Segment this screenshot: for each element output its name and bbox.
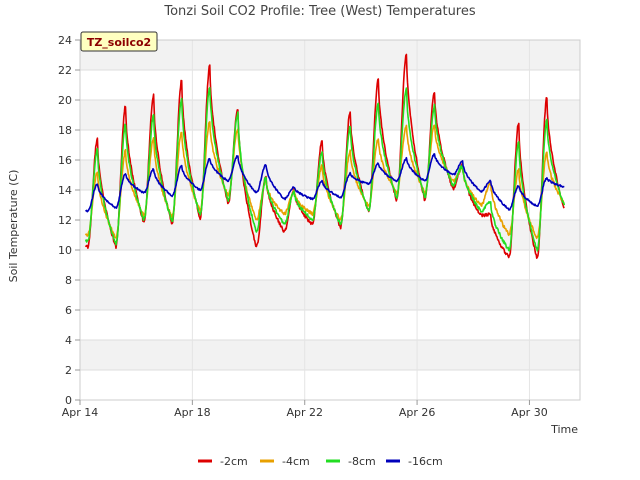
legend-label: -16cm bbox=[408, 455, 443, 468]
station-badge-box bbox=[80, 31, 158, 52]
background-band bbox=[80, 280, 580, 310]
background-band bbox=[80, 130, 580, 160]
y-axis-title: Soil Temperature (C) bbox=[7, 170, 20, 283]
background-band bbox=[80, 370, 580, 400]
x-axis-ticks: Apr 14 Apr 18 Apr 22 Apr 26 Apr 30 bbox=[62, 400, 548, 419]
series-line-minus-8cm bbox=[84, 86, 566, 252]
y-tick-label: 6 bbox=[65, 304, 72, 317]
y-tick-label: 2 bbox=[65, 364, 72, 377]
x-tick-label: Apr 18 bbox=[174, 406, 211, 419]
x-tick-label: Apr 22 bbox=[286, 406, 323, 419]
y-tick-label: 20 bbox=[58, 94, 72, 107]
station-badge: TZ_soilco2 bbox=[80, 31, 158, 52]
background-band bbox=[80, 310, 580, 340]
x-tick-label: Apr 30 bbox=[511, 406, 548, 419]
x-tick-label: Apr 26 bbox=[399, 406, 436, 419]
x-tick-label: Apr 14 bbox=[62, 406, 99, 419]
y-tick-label: 4 bbox=[65, 334, 72, 347]
legend-label: -2cm bbox=[220, 455, 248, 468]
y-tick-label: 16 bbox=[58, 154, 72, 167]
x-axis-title: Time bbox=[550, 423, 578, 436]
legend: -2cm -4cm -8cm -16cm bbox=[198, 455, 443, 468]
grid-lines bbox=[79, 39, 580, 401]
y-tick-label: 8 bbox=[65, 274, 72, 287]
y-tick-label: 18 bbox=[58, 124, 72, 137]
y-tick-label: 0 bbox=[65, 394, 72, 407]
background-band bbox=[80, 40, 580, 70]
chart-title: Tonzi Soil CO2 Profile: Tree (West) Temp… bbox=[163, 4, 476, 19]
series-lines bbox=[84, 53, 566, 259]
station-badge-label: TZ_soilco2 bbox=[87, 36, 151, 49]
background-band bbox=[80, 70, 580, 100]
y-tick-label: 22 bbox=[58, 64, 72, 77]
background-band bbox=[80, 220, 580, 250]
y-tick-label: 24 bbox=[58, 34, 72, 47]
y-tick-label: 12 bbox=[58, 214, 72, 227]
legend-label: -8cm bbox=[348, 455, 376, 468]
background-band bbox=[80, 340, 580, 370]
legend-label: -4cm bbox=[282, 455, 310, 468]
y-tick-label: 14 bbox=[58, 184, 72, 197]
background-band bbox=[80, 100, 580, 130]
y-tick-label: 10 bbox=[58, 244, 72, 257]
background-band bbox=[80, 250, 580, 280]
series-line-minus-16cm bbox=[84, 153, 565, 213]
